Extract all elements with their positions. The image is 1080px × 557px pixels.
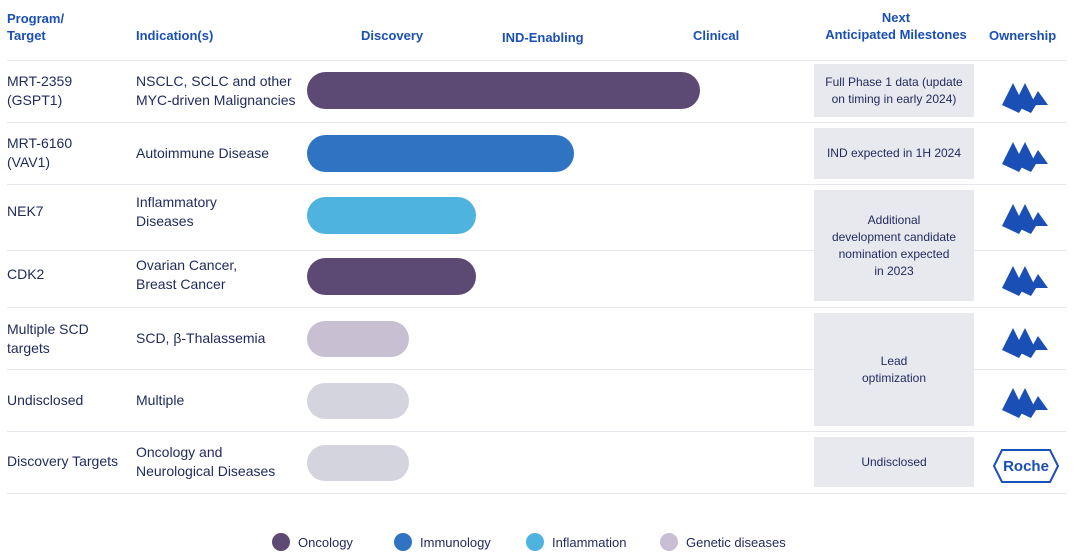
- monte-rosa-logo-icon: [1002, 142, 1048, 172]
- indication-text: SCD, β-Thalassemia: [136, 330, 266, 346]
- legend-swatch: [272, 533, 290, 551]
- milestone-box: Additional development candidate nominat…: [814, 190, 974, 301]
- pipeline-bar-scd: [307, 321, 409, 357]
- indication-text: Multiple: [136, 392, 185, 408]
- pipeline-bar-mrt-2359: [307, 72, 700, 109]
- legend-label: Genetic diseases: [686, 534, 786, 550]
- indication-text: NSCLC, SCLC and other MYC-driven Maligna…: [136, 73, 296, 108]
- legend-label: Immunology: [420, 534, 491, 550]
- row-divider: [7, 250, 1066, 251]
- legend-label: Oncology: [298, 534, 353, 550]
- legend-item-immunology: Immunology: [394, 533, 491, 551]
- row-divider: [7, 60, 1066, 61]
- monte-rosa-logo-icon: [1002, 266, 1048, 296]
- program-name: NEK7: [7, 203, 44, 219]
- roche-logo-text: Roche: [1003, 458, 1049, 475]
- legend-item-inflammation: Inflammation: [526, 533, 626, 551]
- legend-item-genetic-diseases: Genetic diseases: [660, 533, 786, 551]
- milestone-box: Full Phase 1 data (update on timing in e…: [814, 64, 974, 117]
- roche-logo-icon: Roche: [992, 449, 1060, 483]
- header-next-milestones: Next Anticipated Milestones: [825, 10, 967, 42]
- header-indication: Indication(s): [136, 28, 214, 43]
- program-name: CDK2: [7, 266, 45, 282]
- program-name: Undisclosed: [7, 392, 84, 408]
- legend-swatch: [526, 533, 544, 551]
- program-name: Multiple SCD targets: [7, 321, 89, 356]
- indication-text: Ovarian Cancer, Breast Cancer: [136, 257, 238, 292]
- header-stage-clinical: Clinical: [693, 28, 740, 43]
- row-divider: [7, 307, 1066, 308]
- header-ownership: Ownership: [989, 28, 1057, 43]
- pipeline-bar-nek7: [307, 197, 476, 234]
- indication-text: Inflammatory Diseases: [136, 194, 217, 229]
- program-name: MRT-6160 (VAV1): [7, 135, 73, 170]
- legend-swatch: [394, 533, 412, 551]
- milestone-box: Undisclosed: [814, 437, 974, 487]
- header-stage-ind-enabling: IND-Enabling: [502, 30, 584, 45]
- row-divider: [7, 122, 1066, 123]
- milestone-box: Lead optimization: [814, 313, 974, 426]
- pipeline-bar-discovery-targets: [307, 445, 409, 481]
- row-divider: [7, 369, 1066, 370]
- row-divider: [7, 431, 1066, 432]
- header-program-target: Program/ Target: [7, 11, 65, 43]
- pipeline-bar-undisclosed: [307, 383, 409, 419]
- pipeline-bar-cdk2: [307, 258, 476, 295]
- program-name: Discovery Targets: [7, 453, 119, 469]
- program-name: MRT-2359 (GSPT1): [7, 73, 73, 108]
- legend-label: Inflammation: [552, 534, 627, 550]
- milestone-box: IND expected in 1H 2024: [814, 128, 974, 179]
- legend-swatch: [660, 533, 678, 551]
- row-divider: [7, 184, 1066, 185]
- monte-rosa-logo-icon: [1002, 388, 1048, 418]
- legend-item-oncology: Oncology: [272, 533, 353, 551]
- monte-rosa-logo-icon: [1002, 204, 1048, 234]
- pipeline-bar-mrt-6160: [307, 135, 574, 172]
- monte-rosa-logo-icon: [1002, 328, 1048, 358]
- header-stage-discovery: Discovery: [361, 28, 424, 43]
- indication-text: Oncology and Neurological Diseases: [136, 444, 276, 479]
- monte-rosa-logo-icon: [1002, 83, 1048, 113]
- indication-text: Autoimmune Disease: [136, 145, 270, 161]
- row-divider: [7, 493, 1066, 494]
